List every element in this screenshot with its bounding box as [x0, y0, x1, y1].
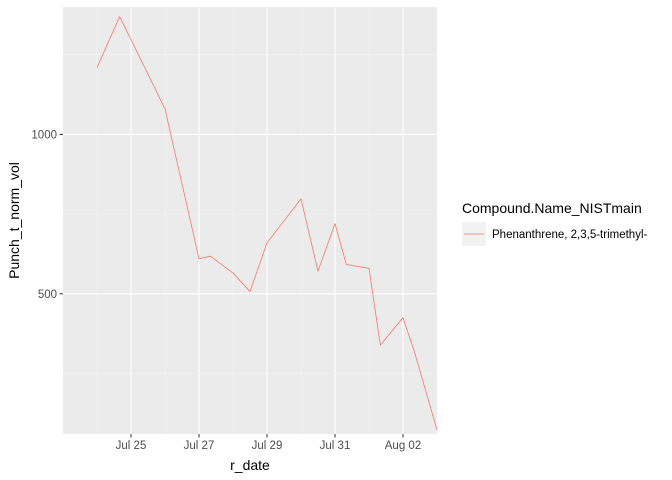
y-tick-label: 500: [38, 289, 57, 301]
plot-panel: [63, 7, 437, 434]
x-tick-label: Jul 31: [320, 440, 351, 452]
axis-tick-labels: Jul 25 Jul 27 Jul 29 Jul 31 Aug 02 500 1000: [31, 129, 421, 452]
series-layer: [96, 16, 438, 430]
legend-title: Compound.Name_NISTmain: [462, 200, 642, 216]
x-tick-label: Aug 02: [385, 440, 421, 452]
series-line: [96, 16, 438, 430]
x-axis-title: r_date: [230, 457, 270, 473]
legend-label: Phenanthrene, 2,3,5-trimethyl-: [492, 229, 648, 241]
grid-lines: [63, 7, 438, 434]
x-tick-label: Jul 27: [184, 440, 215, 452]
x-tick-label: Jul 25: [116, 440, 147, 452]
legend: Compound.Name_NISTmain Phenanthrene, 2,3…: [462, 200, 648, 246]
y-tick-label: 1000: [31, 129, 57, 141]
axis-ticks: [59, 133, 404, 438]
y-axis-title: Punch_t_norm_vol: [6, 162, 22, 279]
x-tick-label: Jul 29: [252, 440, 283, 452]
